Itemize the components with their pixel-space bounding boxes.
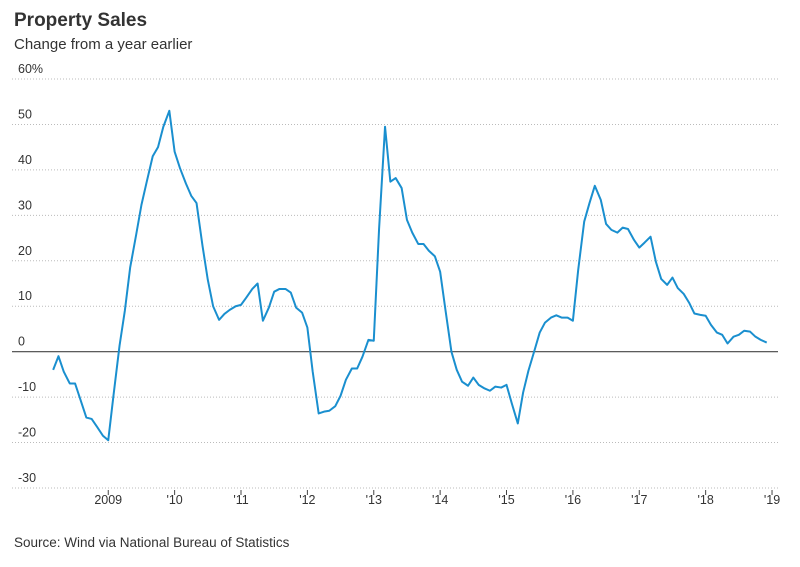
x-tick-label: '10 (166, 493, 182, 507)
x-tick-label: '11 (233, 493, 248, 507)
chart-subtitle: Change from a year earlier (14, 36, 192, 53)
chart-title: Property Sales (14, 10, 147, 31)
y-tick-label: 40 (18, 153, 32, 167)
x-tick-label: '19 (764, 493, 780, 507)
x-tick-label: '14 (432, 493, 448, 507)
x-tick-label: '13 (366, 493, 382, 507)
y-tick-label: 0 (18, 335, 25, 349)
x-tick-label: '12 (299, 493, 315, 507)
source-note: Source: Wind via National Bureau of Stat… (14, 535, 290, 550)
y-tick-label: 50 (18, 107, 32, 121)
y-tick-label: 30 (18, 198, 32, 212)
x-tick-label: '16 (565, 493, 581, 507)
y-tick-label: -30 (18, 471, 36, 485)
x-tick-label: 2009 (94, 493, 122, 507)
x-tick-label: '15 (498, 493, 514, 507)
y-tick-label: 10 (18, 289, 32, 303)
y-tick-label: -20 (18, 426, 36, 440)
y-tick-label: 60% (18, 62, 43, 76)
y-tick-label: -10 (18, 380, 36, 394)
x-tick-label: '17 (631, 493, 647, 507)
y-tick-label: 20 (18, 244, 32, 258)
x-tick-label: '18 (697, 493, 713, 507)
data-line (52, 109, 768, 442)
